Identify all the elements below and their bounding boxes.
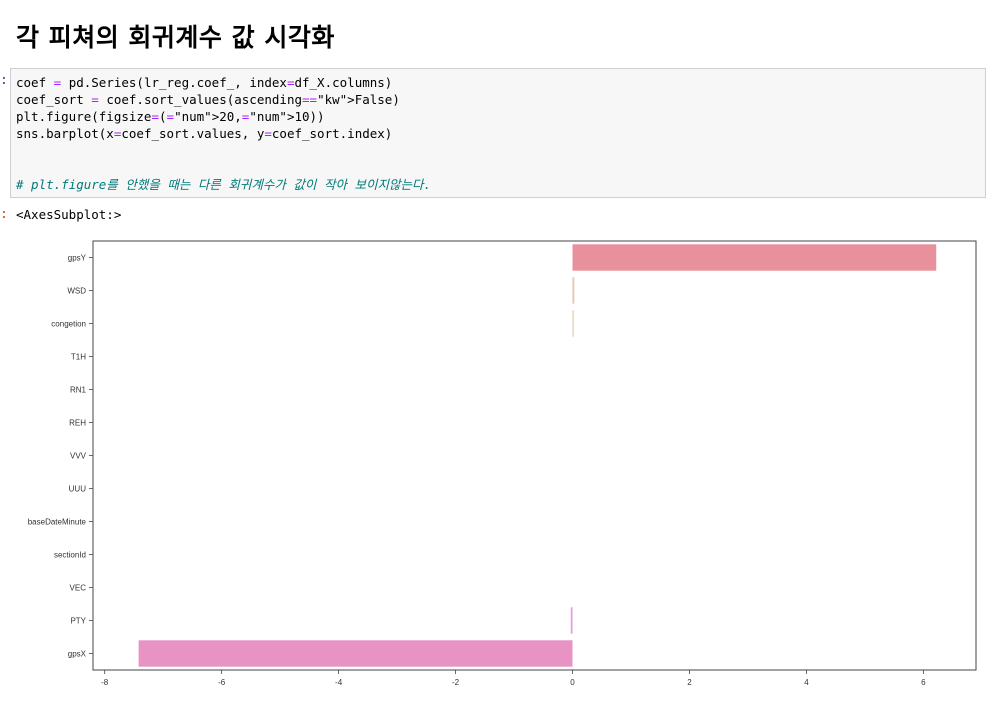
x-tick-label: 2 (687, 678, 692, 687)
code-line: sns.barplot(x=coef_sort.values, y=coef_s… (16, 126, 393, 141)
code-line: coef_sort = coef.sort_values(ascending==… (16, 92, 400, 107)
input-prompt: : (0, 73, 8, 88)
code-cell[interactable]: coef = pd.Series(lr_reg.coef_, index=df_… (10, 68, 986, 198)
y-tick-label: gpsY (68, 254, 87, 263)
x-tick-label: 0 (570, 678, 575, 687)
y-tick-label: T1H (71, 353, 86, 362)
x-tick-label: -8 (101, 678, 109, 687)
bar-chart: gpsY WSD congetion T1H RN1 REH VVV UUU baseDateM… (28, 240, 977, 687)
x-tick-label: -6 (218, 678, 226, 687)
output-text: <AxesSubplot:> (16, 207, 122, 222)
y-tick-label: VVV (70, 452, 87, 461)
output-prompt: : (0, 207, 8, 222)
y-tick-label: VEC (70, 584, 87, 593)
page-title: 각 피쳐의 회귀계수 값 시각화 (16, 23, 335, 52)
code-line: # plt.figure를 안했을 때는 다른 회귀계수가 값이 작아 보이지않… (16, 177, 432, 192)
code-editor[interactable]: coef = pd.Series(lr_reg.coef_, index=df_… (16, 74, 431, 193)
y-tick-label: congetion (51, 320, 86, 329)
plot-area (92, 240, 977, 671)
y-tick-label: WSD (67, 287, 86, 296)
bar-WSD (572, 277, 575, 304)
y-tick-label: baseDateMinute (28, 518, 87, 527)
bar-gpsX (138, 640, 573, 667)
y-tick-label: PTY (70, 617, 86, 626)
code-line: coef = pd.Series(lr_reg.coef_, index=df_… (16, 75, 393, 90)
x-tick-label: -2 (452, 678, 460, 687)
y-tick-label: RN1 (70, 386, 87, 395)
x-tick-label: 6 (921, 678, 926, 687)
y-tick-label: REH (69, 419, 86, 428)
x-tick-label: -4 (335, 678, 343, 687)
y-tick-label: UUU (69, 485, 87, 494)
bar-gpsY (572, 244, 937, 271)
bar-PTY (570, 607, 573, 634)
x-tick-label: 4 (804, 678, 809, 687)
bar-congetion (572, 310, 574, 337)
code-line: plt.figure(figsize=(="num">20,="num">10)… (16, 109, 325, 124)
y-tick-label: gpsX (68, 650, 87, 659)
y-tick-label: sectionId (54, 551, 86, 560)
